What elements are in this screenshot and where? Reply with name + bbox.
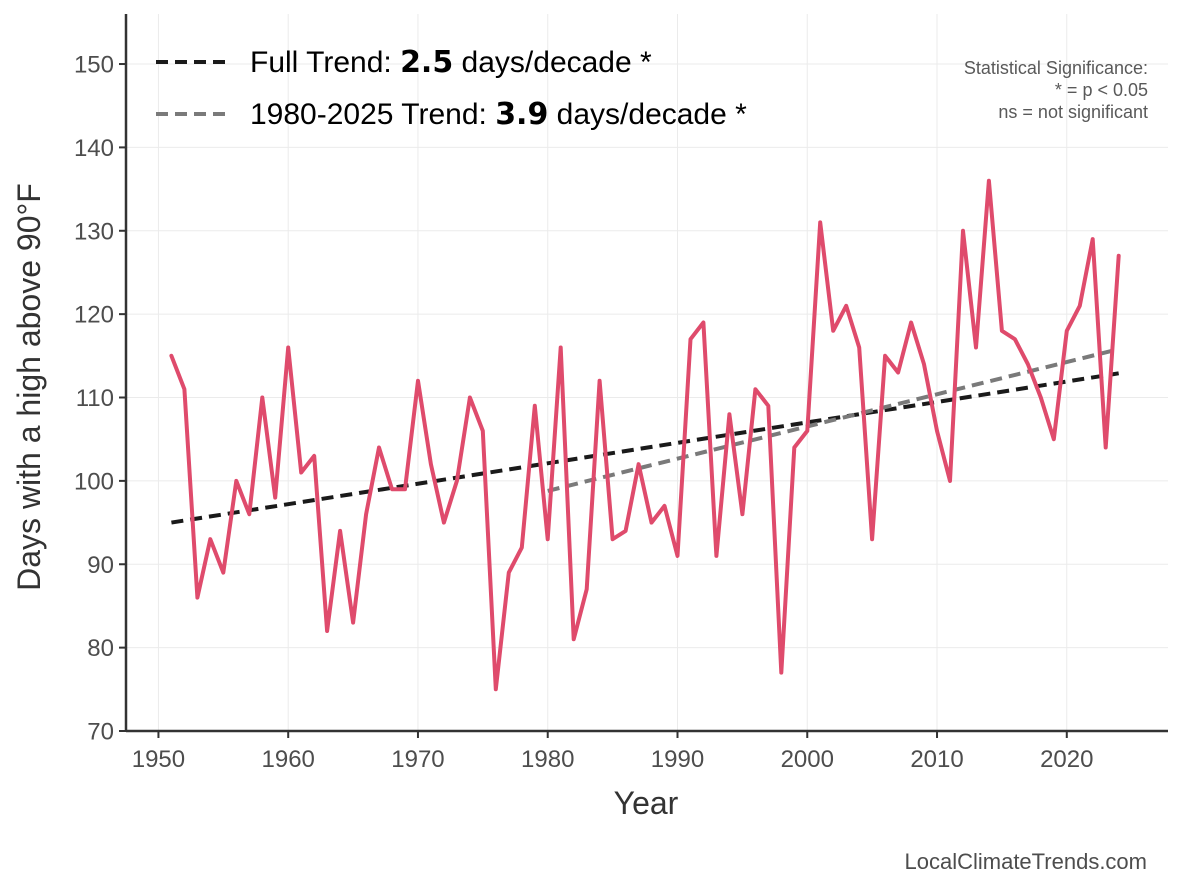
y-tick-label: 140: [74, 135, 114, 162]
y-tick-label: 110: [76, 385, 114, 412]
legend: Full Trend: 2.5 days/decade * 1980-2025 …: [156, 45, 747, 132]
legend-recent-trend-prefix: 1980-2025 Trend:: [250, 98, 495, 131]
x-tick-label: 2000: [781, 746, 834, 773]
y-axis-title: Days with a high above 90°F: [11, 183, 47, 591]
x-axis-ticks: 1950 1960 1970 1980 1990 2000 2010 2020: [132, 731, 1093, 773]
y-tick-label: 120: [74, 302, 114, 329]
trend-line-recent: [547, 347, 1120, 493]
legend-recent-trend-value: 3.9: [495, 97, 548, 132]
series-line: [169, 178, 1121, 692]
legend-full-trend-prefix: Full Trend:: [250, 46, 400, 79]
x-tick-label: 1950: [132, 746, 185, 773]
legend-recent-trend-suffix: days/decade *: [548, 98, 747, 131]
x-tick-label: 1960: [262, 746, 315, 773]
x-tick-label: 1970: [391, 746, 444, 773]
significance-line-1: * = p < 0.05: [1055, 80, 1148, 100]
x-tick-label: 1980: [521, 746, 574, 773]
trend-line-full: [171, 371, 1120, 525]
y-tick-label: 90: [87, 552, 114, 579]
legend-full-trend-suffix: days/decade *: [453, 46, 652, 79]
significance-title: Statistical Significance:: [964, 58, 1148, 78]
significance-note: Statistical Significance: * = p < 0.05 n…: [964, 58, 1148, 122]
x-tick-label: 1990: [651, 746, 704, 773]
credit-text: LocalClimateTrends.com: [905, 849, 1148, 874]
y-tick-label: 150: [74, 52, 114, 79]
x-tick-label: 2020: [1040, 746, 1093, 773]
gridlines: [126, 14, 1168, 732]
legend-label-full-trend: Full Trend: 2.5 days/decade *: [250, 45, 652, 80]
y-tick-label: 70: [87, 719, 114, 746]
significance-line-2: ns = not significant: [998, 102, 1148, 122]
trend-lines: [171, 347, 1120, 525]
y-tick-label: 80: [87, 635, 114, 662]
legend-full-trend-value: 2.5: [400, 45, 453, 80]
x-tick-label: 2010: [910, 746, 963, 773]
legend-label-recent-trend: 1980-2025 Trend: 3.9 days/decade *: [250, 97, 747, 132]
y-tick-label: 100: [74, 468, 114, 495]
y-axis-ticks: 70 80 90 100 110 120 130 140 150: [74, 52, 126, 746]
y-tick-label: 130: [74, 218, 114, 245]
x-axis-title: Year: [614, 785, 679, 821]
data-series: [169, 178, 1121, 692]
axes: [124, 14, 1168, 733]
